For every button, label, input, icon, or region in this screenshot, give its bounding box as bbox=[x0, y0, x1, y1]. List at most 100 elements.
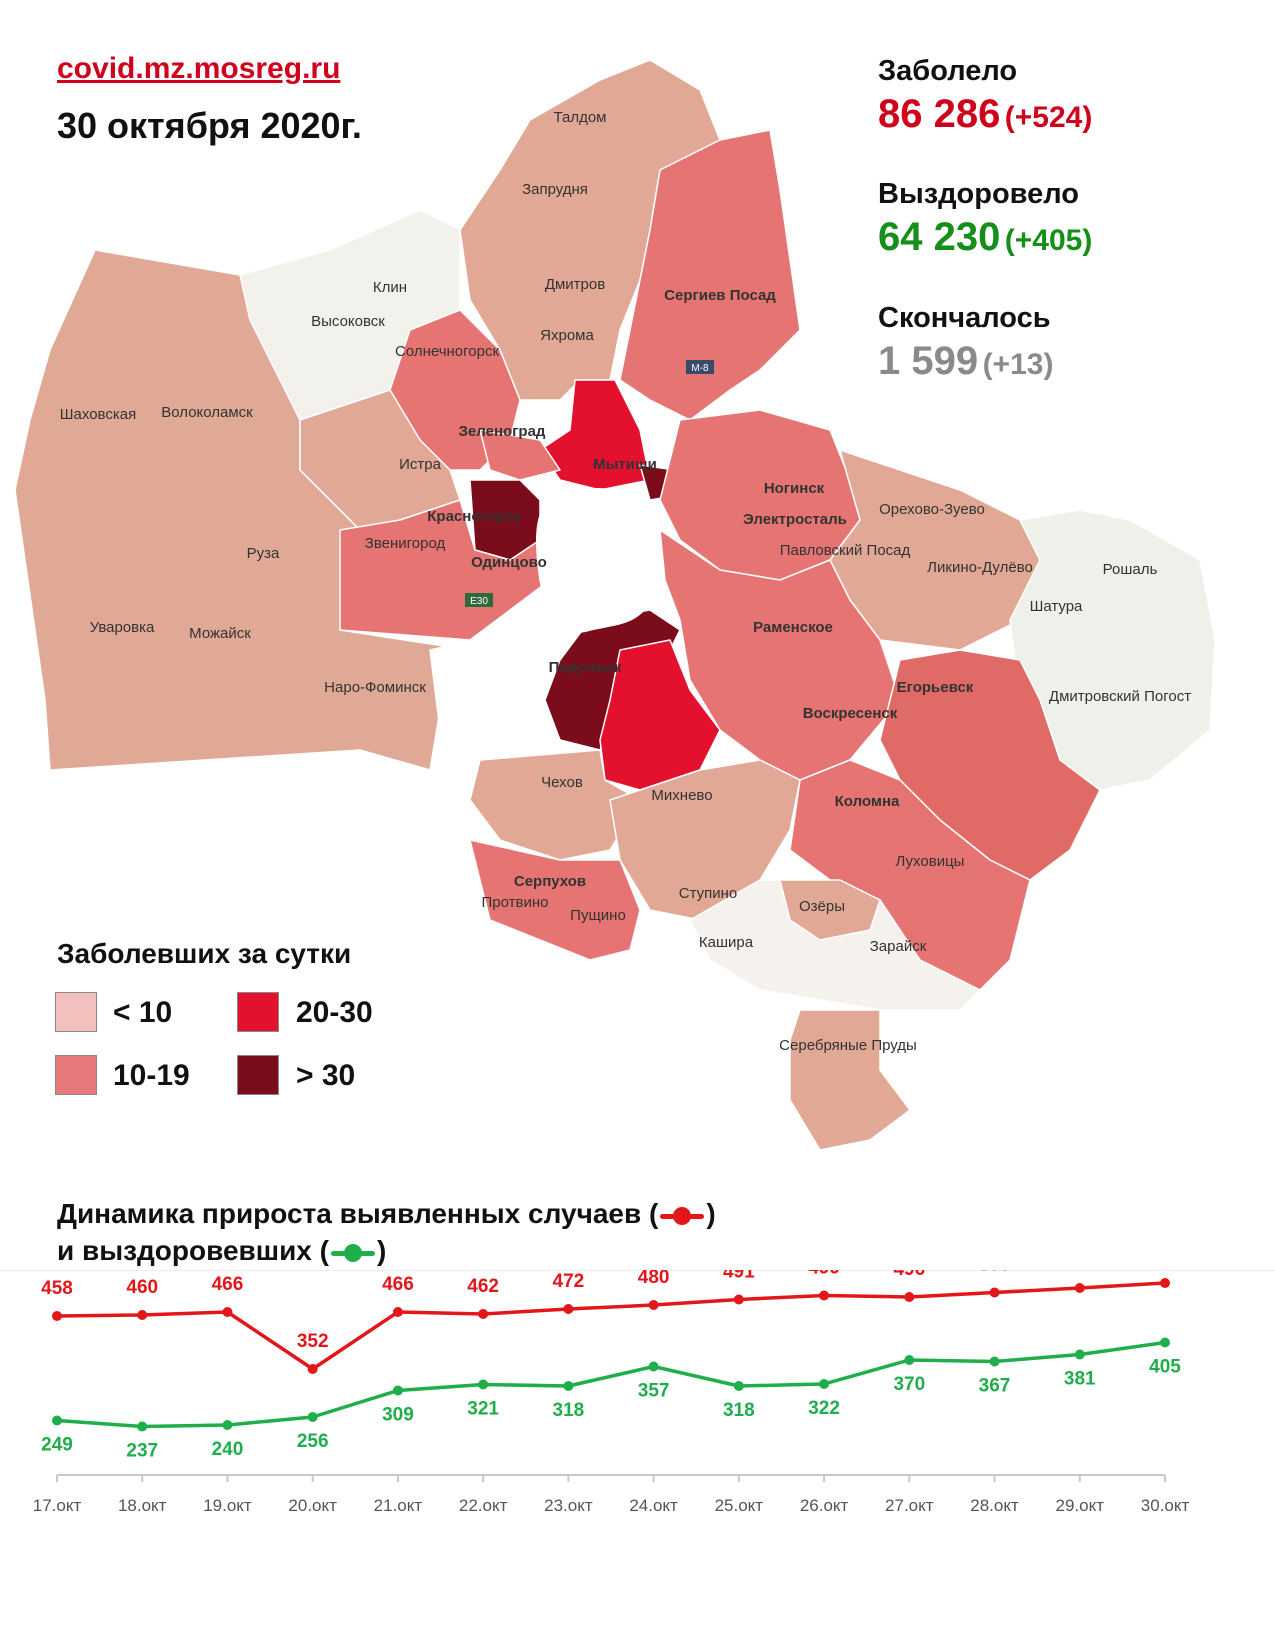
data-label: 514 bbox=[1064, 1270, 1096, 1271]
data-label: 256 bbox=[297, 1431, 329, 1452]
city-label: Егорьевск bbox=[897, 679, 974, 696]
legend-swatch bbox=[55, 992, 97, 1032]
chart-title-line1-close: ) bbox=[706, 1198, 716, 1229]
data-label: 466 bbox=[212, 1274, 244, 1295]
moscow-city bbox=[535, 488, 661, 633]
legend-item bbox=[237, 1055, 279, 1095]
x-tick-label: 24.окт bbox=[629, 1496, 678, 1515]
city-label: Озёры bbox=[799, 898, 845, 915]
city-label: Серебряные Пруды bbox=[779, 1037, 917, 1054]
city-label: Можайск bbox=[189, 625, 251, 642]
city-label: Волоколамск bbox=[161, 404, 253, 421]
new-moscow bbox=[429, 629, 561, 761]
region-stupino bbox=[609, 759, 801, 921]
data-label: 309 bbox=[382, 1405, 414, 1426]
region-ozery bbox=[779, 879, 881, 941]
deaths-value: 1 599 bbox=[878, 339, 979, 383]
data-point bbox=[989, 1287, 1000, 1298]
data-point bbox=[648, 1361, 659, 1372]
data-label: 321 bbox=[467, 1399, 499, 1420]
city-label: Рошаль bbox=[1103, 561, 1158, 578]
data-point bbox=[52, 1415, 62, 1426]
x-tick-label: 28.окт bbox=[970, 1496, 1019, 1515]
data-label: 322 bbox=[808, 1398, 840, 1419]
legend-label: > 30 bbox=[296, 1059, 356, 1092]
data-label: 318 bbox=[553, 1400, 585, 1421]
data-point bbox=[1074, 1349, 1085, 1360]
road-badge-m8-label: М-8 bbox=[691, 363, 709, 374]
city-label: Протвино bbox=[482, 894, 549, 911]
data-label: 458 bbox=[41, 1278, 73, 1299]
legend-title: Заболевших за сутки bbox=[57, 938, 352, 969]
recovered-block: Выздоровело 64 230 (+405) bbox=[878, 178, 1092, 260]
data-point bbox=[137, 1310, 148, 1320]
data-point bbox=[733, 1294, 744, 1305]
city-label: Воскресенск bbox=[803, 705, 898, 722]
infected-value: 86 286 bbox=[878, 92, 1001, 136]
data-label: 405 bbox=[1149, 1357, 1181, 1378]
data-point bbox=[904, 1292, 915, 1302]
city-label: Пущино bbox=[570, 907, 626, 924]
data-point bbox=[52, 1311, 62, 1321]
infected-label: Заболело bbox=[878, 55, 1018, 87]
data-label: 472 bbox=[553, 1271, 585, 1292]
legend-item bbox=[55, 992, 97, 1032]
city-label: Шаховская bbox=[60, 406, 136, 423]
x-axis: 17.окт 18.окт 19.окт 20.окт 21.окт 22.окт 23.о… bbox=[33, 1474, 1189, 1515]
city-label: Электросталь bbox=[743, 511, 847, 528]
city-label: Руза bbox=[247, 545, 280, 562]
city-label: Звенигород bbox=[365, 535, 446, 552]
data-point bbox=[648, 1300, 659, 1310]
legend-item bbox=[237, 992, 279, 1032]
region-zelenograd bbox=[479, 429, 561, 481]
chart-lines bbox=[52, 1278, 1170, 1432]
data-point bbox=[137, 1421, 148, 1432]
data-point bbox=[307, 1412, 318, 1422]
data-point bbox=[733, 1381, 744, 1391]
legend-label: 10-19 bbox=[113, 1059, 190, 1092]
legend-label: 20-30 bbox=[296, 996, 373, 1029]
series-line bbox=[56, 1281, 1166, 1371]
data-label: 466 bbox=[382, 1274, 414, 1295]
city-label: Запрудня bbox=[522, 181, 588, 198]
data-label: 462 bbox=[467, 1276, 499, 1297]
x-tick-label: 29.окт bbox=[1056, 1496, 1105, 1515]
city-label: Дмитровский Погост bbox=[1049, 688, 1191, 705]
data-label: 357 bbox=[638, 1381, 670, 1402]
red-series-marker-icon bbox=[660, 1206, 705, 1225]
x-tick-label: 22.окт bbox=[459, 1496, 508, 1515]
legend-swatch bbox=[237, 1055, 279, 1095]
recovered-value: 64 230 bbox=[878, 215, 1001, 259]
data-label: 249 bbox=[41, 1435, 73, 1456]
city-label: Талдом bbox=[554, 109, 607, 126]
data-label: 505 bbox=[979, 1270, 1011, 1276]
road-badge-m8 bbox=[686, 360, 714, 374]
data-label: 491 bbox=[723, 1270, 755, 1283]
city-label: Красногорск bbox=[427, 508, 521, 525]
x-tick-label: 25.окт bbox=[715, 1496, 764, 1515]
infected-block: Заболело 86 286 (+524) bbox=[878, 55, 1092, 137]
x-tick-label: 23.окт bbox=[544, 1496, 593, 1515]
city-label: Чехов bbox=[541, 774, 583, 791]
city-label: Серпухов bbox=[514, 873, 586, 890]
city-label: Уваровка bbox=[90, 619, 155, 636]
city-label: Шатура bbox=[1030, 598, 1083, 615]
chart-title-line2: и выздоровевших ( bbox=[57, 1235, 329, 1266]
report-date: 30 октября 2020г. bbox=[57, 105, 362, 146]
city-label: Наро-Фоминск bbox=[324, 679, 426, 696]
city-label: Раменское bbox=[753, 619, 833, 636]
region-orekhovo bbox=[829, 449, 1041, 651]
city-label: Зарайск bbox=[870, 938, 927, 955]
data-label: 370 bbox=[893, 1374, 925, 1395]
city-label: Луховицы bbox=[896, 853, 965, 870]
data-point bbox=[563, 1381, 574, 1391]
legend-item bbox=[55, 1055, 97, 1095]
data-point bbox=[1160, 1278, 1170, 1288]
infected-delta: (+524) bbox=[1004, 101, 1093, 134]
city-label: Михнево bbox=[651, 787, 712, 804]
data-point bbox=[563, 1304, 574, 1314]
deaths-block: Скончалось 1 599 (+13) bbox=[878, 302, 1053, 384]
deaths-delta: (+13) bbox=[982, 348, 1054, 381]
data-label: 499 bbox=[808, 1270, 840, 1279]
site-link[interactable]: covid.mz.mosreg.ru bbox=[57, 52, 341, 85]
